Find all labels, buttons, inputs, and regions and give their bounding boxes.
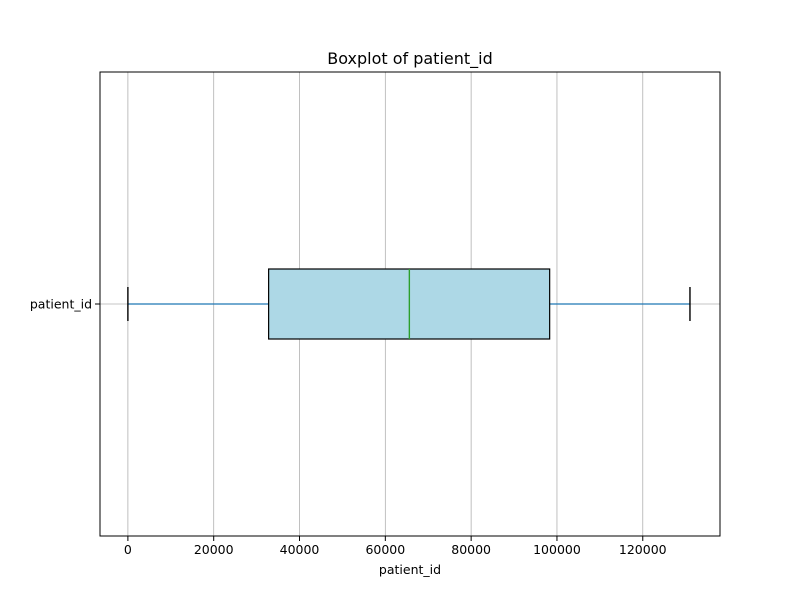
x-tick-label: 100000 xyxy=(533,542,581,557)
x-ticks: 0 20000 40000 60000 80000 100000 120000 xyxy=(124,536,667,557)
x-tick-label: 0 xyxy=(124,542,132,557)
x-tick-label: 40000 xyxy=(280,542,320,557)
x-tick-label: 120000 xyxy=(619,542,667,557)
y-tick-label: patient_id xyxy=(30,297,92,312)
x-tick-label: 60000 xyxy=(365,542,405,557)
box-layer xyxy=(127,268,691,340)
chart-title: Boxplot of patient_id xyxy=(327,49,493,69)
x-tick-label: 20000 xyxy=(194,542,234,557)
y-ticks: patient_id xyxy=(30,297,100,312)
x-axis-label: patient_id xyxy=(379,562,441,577)
x-tick-label: 80000 xyxy=(451,542,491,557)
